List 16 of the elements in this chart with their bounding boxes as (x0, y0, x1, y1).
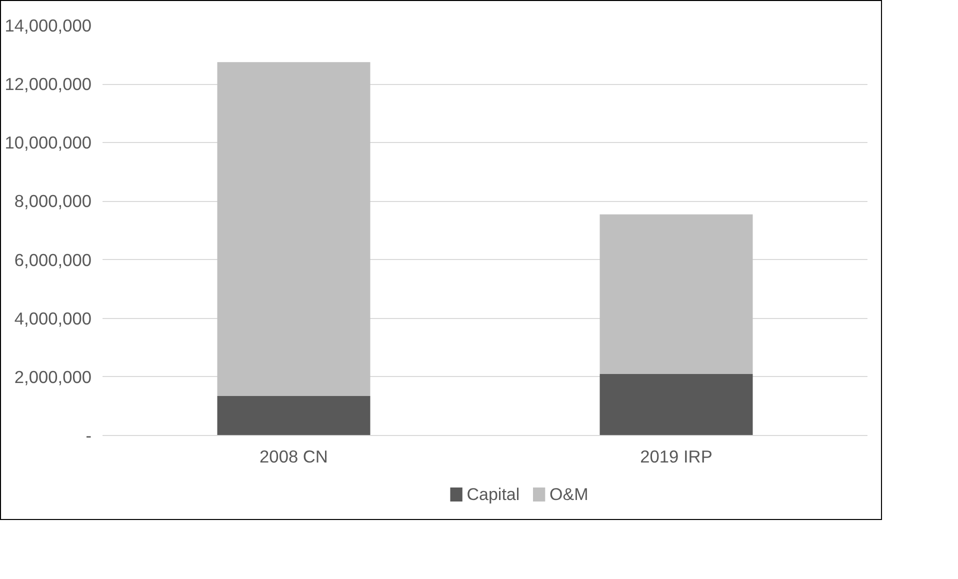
bar (217, 396, 370, 436)
y-tick-label: 2,000,000 (14, 366, 92, 387)
y-tick-label: 12,000,000 (4, 74, 92, 94)
y-tick-label: 8,000,000 (14, 191, 92, 212)
x-tick-label: 2008 CN (260, 446, 328, 466)
legend-label: Capital (466, 485, 520, 504)
y-tick-label: - (86, 426, 92, 446)
legend-label: O&M (550, 485, 588, 504)
y-tick-label: 14,000,000 (4, 16, 92, 36)
y-tick-label: 4,000,000 (14, 308, 92, 328)
x-tick-label: 2019 IRP (640, 446, 712, 466)
y-tick-label: 10,000,000 (4, 132, 92, 153)
bar (217, 62, 370, 396)
bar (600, 214, 753, 374)
y-tick-label: 6,000,000 (14, 250, 92, 270)
bar (600, 374, 753, 436)
